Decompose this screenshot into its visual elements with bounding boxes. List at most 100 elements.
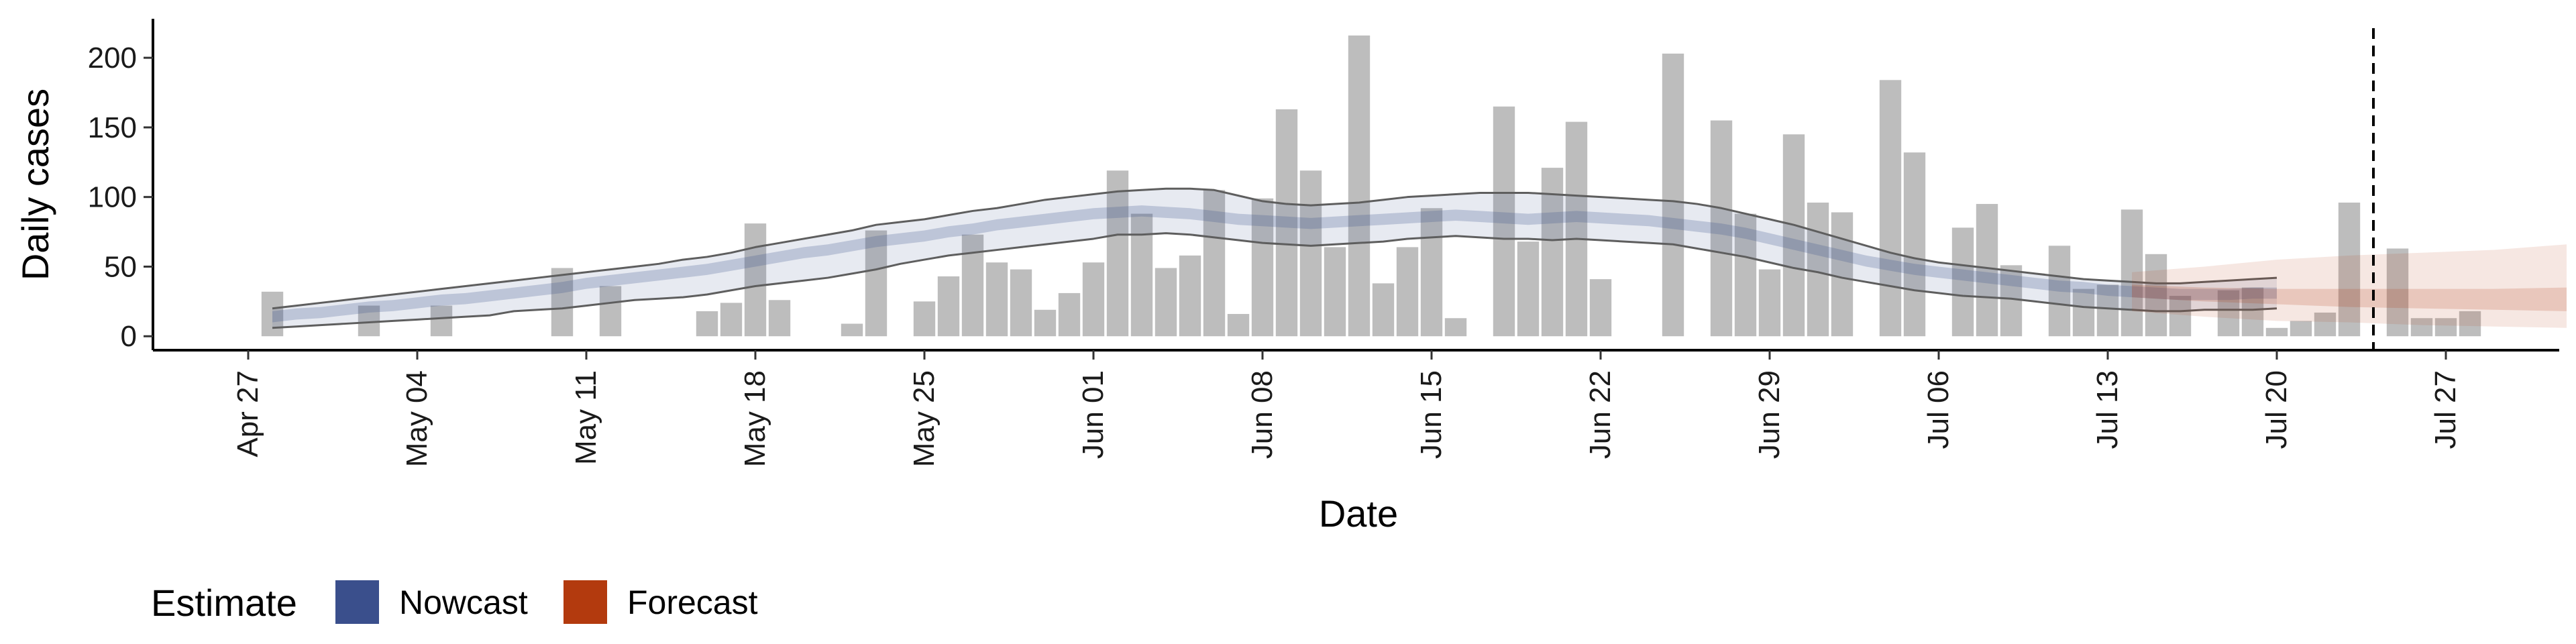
bar [865, 230, 888, 337]
x-tick-label: Jun 01 [1077, 370, 1110, 459]
forecast-inner-band [2132, 284, 2567, 311]
bar [1662, 53, 1684, 337]
bar [1444, 318, 1467, 337]
y-axis-title: Daily cases [14, 89, 56, 280]
bar [1782, 134, 1805, 337]
bars-layer [261, 35, 2481, 337]
bar [1831, 212, 1854, 337]
bar [1396, 247, 1419, 337]
forecast-outer-band [2132, 244, 2567, 328]
bar [2072, 288, 2095, 337]
bar [1879, 80, 1902, 337]
legend-title: Estimate [151, 582, 297, 624]
bar [744, 223, 767, 337]
bar [2265, 327, 2288, 337]
bar [2410, 318, 2433, 337]
bar [985, 262, 1008, 337]
bar [2000, 265, 2023, 337]
bar [1106, 170, 1129, 337]
legend-label-nowcast: Nowcast [399, 584, 528, 621]
bar [551, 268, 574, 337]
bar [1565, 121, 1588, 337]
bar [841, 323, 863, 337]
bar [2217, 290, 2240, 337]
bar [2338, 202, 2361, 337]
x-tick-label: Jun 08 [1246, 370, 1279, 459]
bar [1034, 309, 1057, 337]
nowcast-outer-band [272, 189, 2277, 328]
x-tick-label: Jul 06 [1922, 370, 1955, 449]
bar [1517, 241, 1540, 337]
bar [1275, 109, 1298, 337]
bar [1589, 279, 1612, 337]
x-tick-label: May 04 [400, 370, 433, 467]
y-tick-label: 50 [104, 250, 137, 283]
bar [1324, 247, 1346, 337]
x-tick-label: May 25 [908, 370, 941, 467]
bar [1082, 262, 1105, 337]
bar [1299, 170, 1322, 337]
bar [2096, 284, 2119, 337]
bar [599, 286, 622, 337]
legend-label-forecast: Forecast [627, 584, 758, 621]
bar [1348, 35, 1371, 337]
bar [1541, 168, 1564, 337]
bar [2048, 246, 2071, 337]
bar [1058, 292, 1081, 337]
bar [768, 300, 791, 337]
bar [1758, 269, 1781, 337]
x-tick-label: Jul 20 [2260, 370, 2293, 449]
bar [1227, 314, 1250, 337]
bar [261, 291, 284, 337]
x-tick-label: Jun 29 [1753, 370, 1786, 459]
legend-swatch-nowcast [335, 580, 379, 624]
bar [2314, 312, 2337, 337]
bar [1710, 120, 1733, 337]
bar [1179, 255, 1201, 337]
x-tick-label: Jul 13 [2091, 370, 2124, 449]
bar [2290, 321, 2312, 337]
bar [2434, 318, 2457, 337]
y-tick-label: 0 [121, 320, 137, 353]
legend-swatch-forecast [564, 580, 607, 624]
bar [2459, 311, 2481, 337]
x-tick-label: May 11 [570, 370, 602, 465]
nowcast-upper-line [272, 187, 2277, 310]
bar [1493, 106, 1515, 337]
bar [1155, 268, 1177, 337]
bar [2169, 296, 2192, 337]
bar [1203, 190, 1226, 337]
bar [430, 305, 453, 337]
nowcast-inner-band [272, 205, 2277, 323]
bar [1903, 152, 1926, 337]
bar [720, 303, 743, 337]
x-tick-label: Jun 15 [1415, 370, 1448, 459]
bar [1976, 204, 1998, 337]
x-tick-label: Jun 22 [1584, 370, 1617, 459]
bar [1010, 269, 1032, 337]
bar [1734, 213, 1757, 337]
ribbons-layer [272, 28, 2567, 350]
legend: Estimate Nowcast Forecast [151, 580, 758, 624]
x-axis-title: Date [1319, 492, 1398, 535]
bar [696, 311, 718, 337]
bar [1951, 227, 1974, 337]
bar [1807, 202, 1829, 337]
bar [913, 301, 936, 337]
bar [1372, 283, 1395, 337]
y-tick-label: 100 [88, 181, 137, 214]
x-tick-label: May 18 [739, 370, 771, 467]
bar [1251, 198, 1274, 337]
y-tick-label: 200 [88, 42, 137, 74]
bar [2145, 254, 2167, 337]
x-tick-label: Apr 27 [231, 370, 264, 458]
bar [2386, 248, 2409, 337]
x-tick-label: Jul 27 [2429, 370, 2462, 449]
axes-layer: 0 50 100 150 200 Apr 27 May 04 May 11 May 18 May … [88, 19, 2559, 467]
bar [2241, 287, 2264, 337]
nowcast-lower-line [272, 232, 2277, 329]
bar [2121, 209, 2143, 337]
bar [937, 276, 960, 337]
bar [1420, 208, 1443, 337]
